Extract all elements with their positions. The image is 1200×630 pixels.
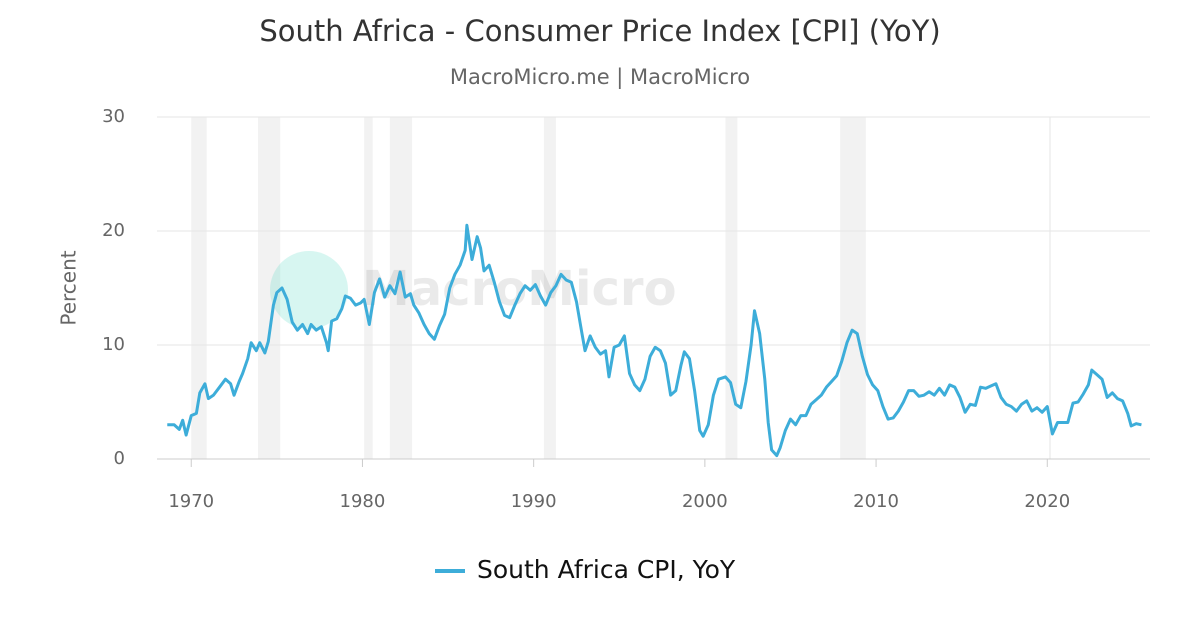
chart-title: South Africa - Consumer Price Index [CPI… [259, 14, 940, 48]
x-tick-label: 2010 [853, 491, 899, 512]
shaded-period [840, 117, 866, 459]
shaded-period [1048, 117, 1051, 459]
y-tick-label: 30 [102, 106, 125, 127]
y-tick-label: 20 [102, 220, 125, 241]
shaded-period [389, 117, 413, 459]
x-tick-label: 2020 [1024, 491, 1070, 512]
x-tick-label: 1990 [511, 491, 557, 512]
watermark: MacroMicro [362, 261, 677, 317]
shaded-period [543, 117, 556, 459]
y-axis-label: Percent [57, 250, 81, 325]
y-tick-label: 10 [102, 334, 125, 355]
x-tick-label: 2000 [682, 491, 728, 512]
shaded-period [191, 117, 207, 459]
shaded-period [258, 117, 281, 459]
line-series [167, 223, 1142, 458]
shaded-period [364, 117, 373, 459]
shaded-period [725, 117, 738, 459]
y-tick-label: 0 [114, 448, 125, 469]
legend-label: South Africa CPI, YoY [477, 555, 736, 584]
x-tick-label: 1970 [168, 491, 214, 512]
chart-subtitle: MacroMicro.me | MacroMicro [450, 65, 750, 90]
x-tick-label: 1980 [340, 491, 386, 512]
